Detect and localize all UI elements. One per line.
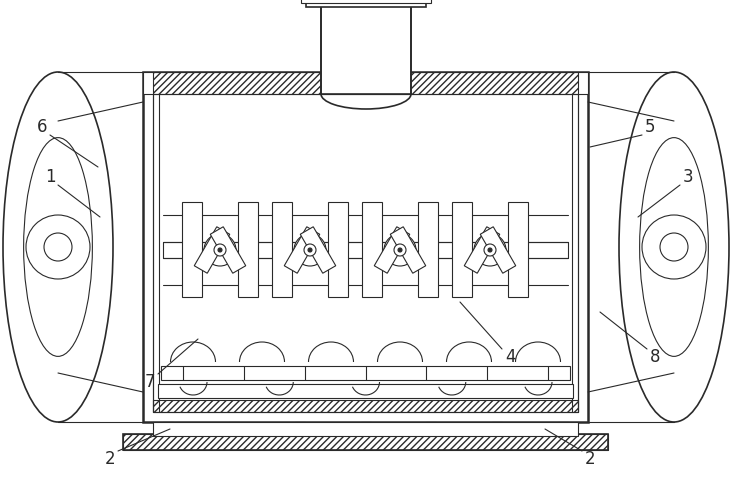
Text: 5: 5 (645, 118, 655, 136)
Text: 4: 4 (505, 348, 515, 366)
Bar (418, 202, 438, 297)
Bar (163, 422, 173, 434)
Text: 2: 2 (105, 450, 116, 468)
Bar (362, 202, 382, 297)
Text: 1: 1 (45, 168, 56, 186)
Ellipse shape (619, 72, 729, 422)
Circle shape (44, 233, 72, 261)
Ellipse shape (640, 138, 709, 356)
Bar (158, 384, 573, 398)
Bar (360, 422, 370, 434)
Circle shape (308, 248, 312, 252)
Circle shape (218, 248, 222, 252)
Text: 2: 2 (585, 450, 595, 468)
Polygon shape (464, 227, 500, 273)
Text: 8: 8 (650, 348, 660, 366)
Polygon shape (374, 227, 410, 273)
Circle shape (304, 244, 316, 256)
Bar (161, 366, 570, 380)
Circle shape (26, 215, 90, 279)
Circle shape (214, 244, 226, 256)
Ellipse shape (3, 72, 113, 422)
Bar (123, 434, 608, 450)
Bar (426, 422, 436, 434)
Circle shape (394, 244, 406, 256)
Circle shape (384, 234, 416, 266)
Bar (238, 202, 258, 297)
Bar (321, 2, 411, 94)
Bar (492, 422, 502, 434)
Bar (123, 434, 608, 450)
Polygon shape (480, 227, 516, 273)
Circle shape (474, 234, 506, 266)
Bar (163, 242, 568, 258)
Circle shape (398, 248, 402, 252)
Polygon shape (284, 227, 320, 273)
Circle shape (642, 215, 706, 279)
Polygon shape (194, 227, 230, 273)
Polygon shape (390, 227, 426, 273)
Polygon shape (210, 227, 246, 273)
Bar (328, 202, 348, 297)
Bar (272, 202, 292, 297)
Bar (295, 422, 305, 434)
Circle shape (294, 234, 326, 266)
Bar (508, 202, 528, 297)
Text: 7: 7 (145, 373, 155, 391)
Bar (153, 82, 578, 412)
Bar (301, 0, 431, 3)
Circle shape (488, 248, 492, 252)
Bar (182, 202, 202, 297)
Polygon shape (300, 227, 336, 273)
Bar (143, 72, 588, 94)
Bar (143, 72, 588, 422)
Bar (306, 0, 426, 7)
Bar (558, 422, 568, 434)
Ellipse shape (23, 138, 92, 356)
Bar (153, 422, 578, 436)
Bar (153, 400, 578, 412)
Circle shape (484, 244, 496, 256)
Bar (452, 202, 472, 297)
Circle shape (204, 234, 236, 266)
Bar (153, 72, 578, 94)
Bar (229, 422, 239, 434)
Circle shape (660, 233, 688, 261)
Text: 6: 6 (37, 118, 48, 136)
Text: 3: 3 (683, 168, 693, 186)
